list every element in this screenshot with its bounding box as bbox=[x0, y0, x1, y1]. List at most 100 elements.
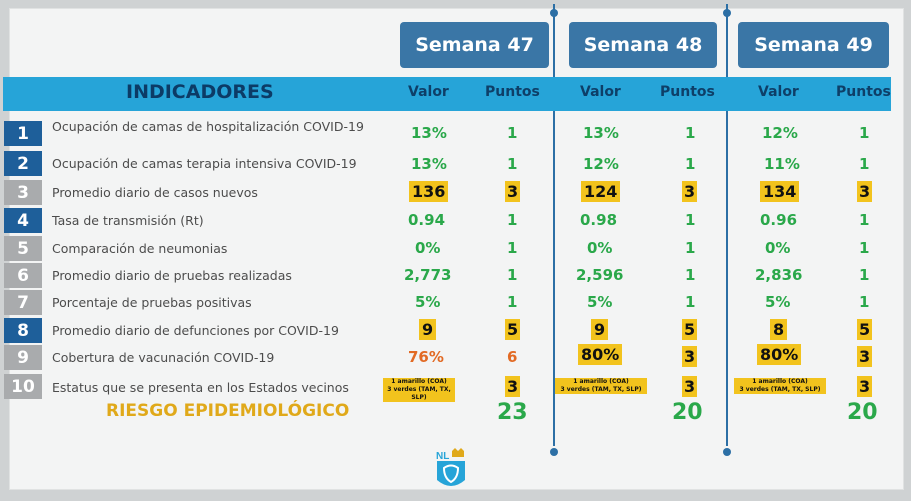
points-w47: 3 bbox=[505, 181, 521, 202]
points-w47: 1 bbox=[507, 155, 518, 173]
value-w49: 2,836 bbox=[755, 266, 803, 284]
total-w47: 23 bbox=[497, 400, 528, 425]
logo-text: NL bbox=[436, 451, 449, 462]
divider-dot bbox=[550, 9, 558, 17]
value-w49: 11% bbox=[764, 155, 800, 173]
value-w47: 2,773 bbox=[404, 266, 452, 284]
tab-semana-47: Semana 47 bbox=[400, 22, 549, 68]
value-w49: 80% bbox=[757, 344, 802, 365]
total-w48: 20 bbox=[672, 400, 703, 425]
status-line: 1 amarillo (COA) bbox=[752, 378, 808, 385]
points-w49: 1 bbox=[859, 293, 870, 311]
points-w48: 1 bbox=[685, 211, 696, 229]
points-w49: 3 bbox=[857, 376, 873, 397]
status-neighbors-w47: 1 amarillo (COA) 3 verdes (TAM, TX, SLP) bbox=[383, 378, 455, 402]
tab-semana-49: Semana 49 bbox=[738, 22, 889, 68]
value-w47: 9 bbox=[419, 319, 437, 340]
points-w49: 1 bbox=[859, 266, 870, 284]
value-w49: 134 bbox=[760, 181, 800, 202]
points-w48: 1 bbox=[685, 124, 696, 142]
row-number: 4 bbox=[4, 208, 42, 233]
divider-week48 bbox=[553, 4, 555, 446]
tab-semana-48: Semana 48 bbox=[569, 22, 717, 68]
row-number: 8 bbox=[4, 318, 42, 343]
points-w49: 5 bbox=[857, 319, 873, 340]
divider-dot bbox=[723, 448, 731, 456]
value-w47: 76% bbox=[408, 348, 444, 366]
points-w49: 1 bbox=[859, 239, 870, 257]
valor-header: Valor bbox=[758, 84, 799, 100]
nl-shield-icon: NL bbox=[436, 448, 465, 486]
value-w48: 2,596 bbox=[576, 266, 624, 284]
points-w47: 1 bbox=[507, 211, 518, 229]
indicadores-header: INDICADORES bbox=[126, 81, 274, 103]
row-number: 10 bbox=[4, 374, 42, 399]
value-w47: 136 bbox=[409, 181, 449, 202]
points-w47: 6 bbox=[507, 348, 518, 366]
points-w49: 1 bbox=[859, 155, 870, 173]
value-w48: 0.98 bbox=[580, 211, 618, 229]
points-w48: 1 bbox=[685, 239, 696, 257]
points-w47: 1 bbox=[507, 266, 518, 284]
points-w49: 3 bbox=[857, 181, 873, 202]
indicator-label: Promedio diario de casos nuevos bbox=[52, 185, 258, 200]
status-line: 3 verdes (TAM, TX, SLP) bbox=[739, 386, 821, 393]
divider-dot bbox=[550, 448, 558, 456]
status-line: 1 amarillo (COA) bbox=[573, 378, 629, 385]
status-line: 1 amarillo (COA) bbox=[391, 378, 447, 385]
total-w49: 20 bbox=[847, 400, 878, 425]
value-w47: 13% bbox=[411, 155, 447, 173]
indicator-label: Ocupación de camas de hospitalización CO… bbox=[52, 119, 364, 134]
points-w48: 1 bbox=[685, 293, 696, 311]
status-neighbors-w49: 1 amarillo (COA) 3 verdes (TAM, TX, SLP) bbox=[734, 378, 826, 394]
points-w48: 5 bbox=[682, 319, 698, 340]
points-w47: 5 bbox=[505, 319, 521, 340]
divider-dot bbox=[723, 9, 731, 17]
points-w48: 1 bbox=[685, 266, 696, 284]
value-w49: 0% bbox=[765, 239, 791, 257]
header-band bbox=[3, 77, 891, 111]
value-w48: 12% bbox=[583, 155, 619, 173]
valor-header: Valor bbox=[580, 84, 621, 100]
value-w47: 5% bbox=[415, 293, 441, 311]
points-w48: 3 bbox=[682, 181, 698, 202]
row-number: 6 bbox=[4, 263, 42, 288]
indicator-label: Cobertura de vacunación COVID-19 bbox=[52, 350, 275, 365]
row-number: 9 bbox=[4, 345, 42, 370]
status-line: 3 verdes (TAM, TX, SLP) bbox=[387, 386, 451, 401]
indicator-label: Ocupación de camas terapia intensiva COV… bbox=[52, 156, 357, 171]
indicator-label: Estatus que se presenta en los Estados v… bbox=[52, 380, 349, 395]
value-w47: 13% bbox=[411, 124, 447, 142]
value-w48: 0% bbox=[587, 239, 613, 257]
row-number: 2 bbox=[4, 151, 42, 176]
valor-header: Valor bbox=[408, 84, 449, 100]
points-w47: 1 bbox=[507, 239, 518, 257]
points-w49: 1 bbox=[859, 124, 870, 142]
status-neighbors-w48: 1 amarillo (COA) 3 verdes (TAM, TX, SLP) bbox=[555, 378, 647, 394]
risk-label: RIESGO EPIDEMIOLÓGICO bbox=[106, 401, 350, 421]
status-line: 3 verdes (TAM, TX, SLP) bbox=[560, 386, 642, 393]
points-w47: 3 bbox=[505, 376, 521, 397]
indicator-label: Comparación de neumonias bbox=[52, 241, 228, 256]
puntos-header: Puntos bbox=[485, 84, 540, 100]
value-w49: 8 bbox=[770, 319, 788, 340]
value-w48: 124 bbox=[581, 181, 621, 202]
puntos-header: Puntos bbox=[836, 84, 891, 100]
points-w49: 3 bbox=[857, 346, 873, 367]
value-w49: 12% bbox=[762, 124, 798, 142]
value-w49: 0.96 bbox=[760, 211, 798, 229]
points-w48: 3 bbox=[682, 346, 698, 367]
row-number: 7 bbox=[4, 290, 42, 315]
row-number: 5 bbox=[4, 236, 42, 261]
row-number: 3 bbox=[4, 180, 42, 205]
value-w48: 9 bbox=[591, 319, 609, 340]
value-w47: 0% bbox=[415, 239, 441, 257]
indicator-label: Tasa de transmisión (Rt) bbox=[52, 213, 204, 228]
value-w48: 80% bbox=[578, 344, 623, 365]
points-w48: 1 bbox=[685, 155, 696, 173]
puntos-header: Puntos bbox=[660, 84, 715, 100]
value-w48: 5% bbox=[587, 293, 613, 311]
value-w47: 0.94 bbox=[408, 211, 446, 229]
points-w47: 1 bbox=[507, 124, 518, 142]
nl-logo: NL bbox=[434, 448, 468, 492]
